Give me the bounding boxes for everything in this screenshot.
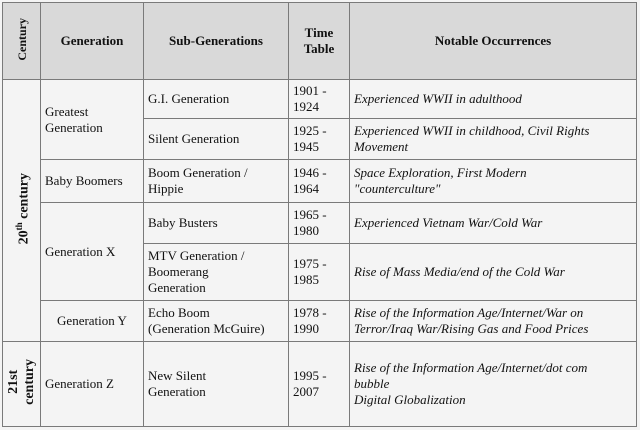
time-table: 1975 - 1985 [288, 242, 350, 301]
notable-occurrence: Rise of Mass Media/end of the Cold War [349, 242, 637, 301]
time-table: 1978 - 1990 [288, 299, 350, 342]
sub-generation: Echo Boom (Generation McGuire) [143, 299, 289, 342]
notable-occurrence: Rise of the Information Age/Internet/dot… [349, 340, 637, 428]
header-century: Century [2, 1, 41, 81]
notable-occurrence: Rise of the Information Age/Internet/War… [349, 299, 637, 342]
header-sub-generations: Sub-Generations [143, 1, 289, 81]
table-row: 21st century Generation Z New Silent Gen… [2, 340, 637, 428]
sub-generation: G.I. Generation [143, 79, 289, 120]
table-row: Generation Y Echo Boom (Generation McGui… [3, 299, 637, 342]
time-table: 1946 - 1964 [288, 159, 350, 204]
century-20th-label: 20th century [13, 172, 32, 245]
table-row: Baby Boomers Boom Generation / Hippie 19… [3, 159, 637, 204]
time-table: 1965 - 1980 [288, 202, 350, 244]
notable-occurrence: Experienced WWII in childhood, Civil Rig… [349, 118, 637, 161]
time-table: 1925 - 1945 [288, 118, 350, 161]
notable-occurrence: Experienced Vietnam War/Cold War [349, 202, 637, 244]
table-row: 20th century Greatest Generation G.I. Ge… [2, 79, 637, 342]
century-21st-label: 21st century [5, 358, 37, 405]
header-generation: Generation [40, 1, 144, 81]
sub-generation: MTV Generation / Boomerang Generation [143, 242, 289, 301]
time-table: 1901 - 1924 [288, 79, 350, 120]
generation-greatest: Greatest Generation [40, 79, 144, 161]
generation-baby-boomers: Baby Boomers [40, 159, 144, 204]
header-century-label: Century [14, 17, 29, 61]
generation-x: Generation X [40, 202, 144, 301]
table-row: Silent Generation 1925 - 1945 Experience… [3, 118, 637, 161]
sub-generation: New Silent Generation [143, 340, 289, 428]
generation-z: Generation Z [40, 340, 144, 428]
sub-generation: Boom Generation / Hippie [143, 159, 289, 204]
notable-occurrence: Experienced WWII in adulthood [349, 79, 637, 120]
century-21st-cell: 21st century [2, 340, 41, 428]
header-time-table: Time Table [288, 1, 350, 81]
table-row: Generation X Baby Busters 1965 - 1980 Ex… [3, 202, 637, 301]
header-row: Century Generation Sub-Generations Time … [2, 1, 637, 81]
century-20th-cell: 20th century [2, 79, 41, 342]
sub-generation: Silent Generation [143, 118, 289, 161]
time-table: 1995 - 2007 [288, 340, 350, 428]
sub-generation: Baby Busters [143, 202, 289, 244]
notable-occurrence: Space Exploration, First Modern "counter… [349, 159, 637, 204]
header-notable-occurrences: Notable Occurrences [349, 1, 637, 81]
generation-y: Generation Y [40, 299, 144, 342]
